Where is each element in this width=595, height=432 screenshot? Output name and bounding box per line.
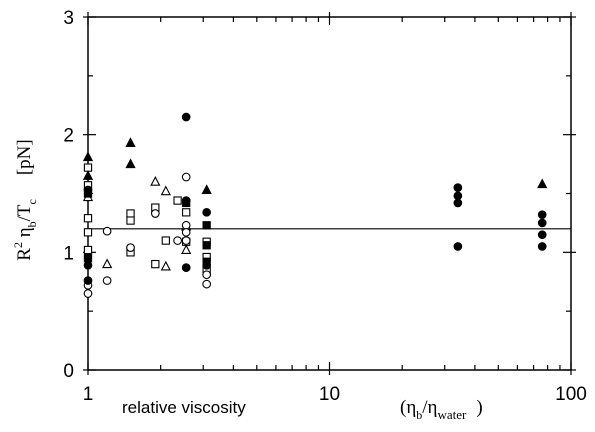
point bbox=[160, 185, 171, 196]
point bbox=[102, 276, 112, 285]
y-tick-label: 2 bbox=[63, 126, 74, 147]
x-label-part: b bbox=[416, 408, 422, 422]
point bbox=[83, 228, 93, 237]
x-tick-label: 10 bbox=[319, 384, 340, 405]
point bbox=[125, 137, 136, 147]
x-label-part: ) bbox=[476, 397, 482, 418]
point bbox=[181, 244, 192, 255]
y-tick-label: 0 bbox=[63, 361, 74, 382]
point bbox=[151, 259, 160, 269]
point bbox=[161, 236, 170, 245]
x-axis-label-formula: (ηb/ηwater) bbox=[400, 397, 483, 422]
point bbox=[83, 214, 93, 223]
point bbox=[181, 196, 191, 205]
y-label-part: R bbox=[14, 248, 35, 261]
point bbox=[181, 220, 191, 230]
point bbox=[537, 230, 547, 240]
point bbox=[82, 151, 94, 162]
point bbox=[181, 112, 191, 122]
x-label-part: water bbox=[437, 407, 467, 422]
point bbox=[453, 183, 463, 192]
point bbox=[181, 172, 191, 182]
x-tick-label: 1 bbox=[83, 384, 94, 405]
point bbox=[202, 260, 212, 270]
y-label-part: b bbox=[25, 221, 39, 227]
y-label-part: [pN] bbox=[14, 139, 35, 175]
point bbox=[537, 178, 548, 189]
point bbox=[181, 236, 191, 245]
point bbox=[202, 221, 211, 230]
y-tick-label: 1 bbox=[63, 243, 74, 264]
point bbox=[83, 163, 93, 172]
x-tick-label: 100 bbox=[555, 384, 587, 405]
y-label-part: /T bbox=[14, 204, 35, 221]
point bbox=[83, 254, 93, 263]
x-axis-label: relative viscosity bbox=[122, 398, 246, 417]
point bbox=[102, 226, 112, 236]
y-label-part: 2 bbox=[11, 242, 25, 248]
point bbox=[453, 242, 463, 251]
y-label-part: η bbox=[14, 227, 35, 242]
point bbox=[150, 176, 161, 186]
x-label-part: /η bbox=[422, 397, 437, 418]
point bbox=[125, 158, 136, 169]
point bbox=[83, 276, 93, 285]
point bbox=[537, 218, 547, 228]
point bbox=[83, 185, 93, 195]
point bbox=[82, 170, 94, 180]
y-axis-label: R2 ηb/Tc [pN] bbox=[11, 139, 39, 260]
point bbox=[453, 198, 463, 208]
point bbox=[201, 184, 212, 195]
point bbox=[83, 289, 93, 298]
point bbox=[126, 216, 135, 225]
point bbox=[453, 191, 463, 201]
point bbox=[173, 196, 182, 205]
point bbox=[83, 245, 93, 255]
point bbox=[202, 241, 211, 250]
point bbox=[160, 260, 171, 271]
x-label-part: (η bbox=[400, 397, 416, 418]
point bbox=[537, 210, 547, 220]
point bbox=[202, 279, 212, 289]
plot-frame bbox=[87, 16, 572, 371]
y-tick-label: 3 bbox=[63, 8, 74, 29]
point bbox=[173, 236, 182, 245]
point bbox=[181, 263, 191, 272]
y-label-part: c bbox=[25, 199, 39, 204]
point bbox=[126, 243, 135, 252]
point bbox=[182, 208, 191, 217]
point bbox=[126, 209, 135, 218]
point bbox=[102, 258, 113, 269]
point bbox=[537, 242, 547, 251]
point bbox=[181, 227, 191, 237]
point bbox=[202, 207, 212, 217]
point bbox=[150, 209, 160, 218]
point bbox=[202, 270, 212, 280]
point bbox=[83, 260, 93, 270]
